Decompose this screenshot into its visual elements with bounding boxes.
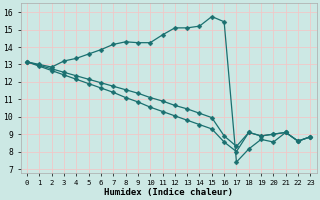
X-axis label: Humidex (Indice chaleur): Humidex (Indice chaleur) — [104, 188, 233, 197]
